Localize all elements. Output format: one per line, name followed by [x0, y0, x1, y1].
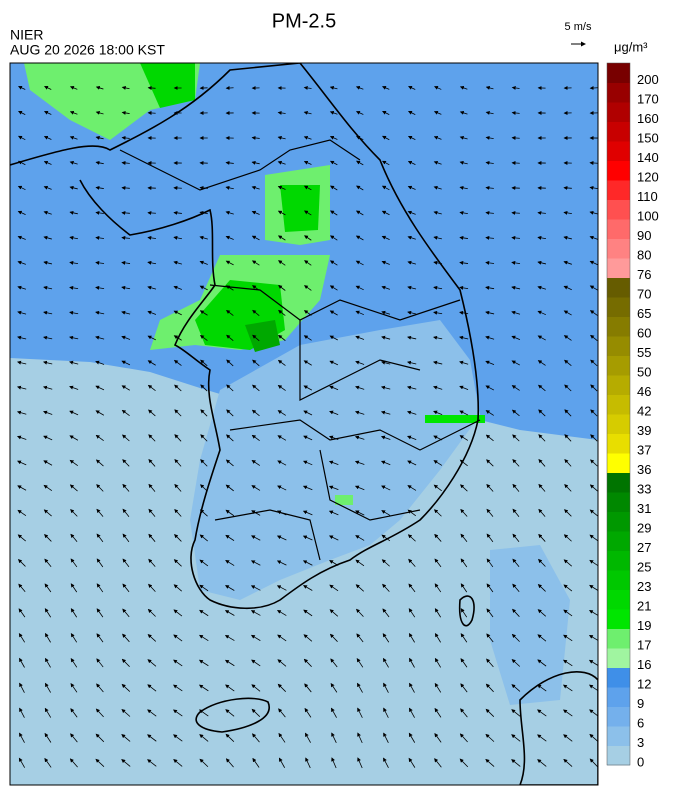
- colorbar-segment: [607, 278, 630, 298]
- colorbar-label: 120: [637, 169, 659, 184]
- colorbar-segment: [607, 434, 630, 454]
- colorbar-segment: [607, 453, 630, 473]
- colorbar-label: 160: [637, 111, 659, 126]
- datetime: AUG 20 2026 18:00 KST: [10, 42, 165, 58]
- colorbar-segment: [607, 746, 630, 766]
- unit: μg/m³: [614, 39, 648, 54]
- agency: NIER: [10, 27, 43, 43]
- colorbar-label: 23: [637, 579, 651, 594]
- colorbar-segment: [607, 687, 630, 707]
- colorbar-label: 37: [637, 442, 651, 457]
- colorbar-label: 42: [637, 403, 651, 418]
- colorbar-segment: [607, 83, 630, 103]
- colorbar-label: 90: [637, 228, 651, 243]
- colorbar-segment: [607, 63, 630, 83]
- colorbar-label: 17: [637, 637, 651, 652]
- colorbar-label: 46: [637, 384, 651, 399]
- colorbar-label: 6: [637, 715, 644, 730]
- colorbar-label: 3: [637, 735, 644, 750]
- colorbar-label: 140: [637, 150, 659, 165]
- colorbar-segment: [607, 161, 630, 181]
- wind-arrow: [512, 138, 519, 139]
- colorbar-label: 200: [637, 72, 659, 87]
- colorbar-segment: [607, 590, 630, 610]
- colorbar-label: 27: [637, 540, 651, 555]
- colorbar-segment: [607, 297, 630, 317]
- colorbar-segment: [607, 609, 630, 629]
- colorbar-label: 12: [637, 676, 651, 691]
- colorbar-label: 80: [637, 247, 651, 262]
- colorbar-label: 9: [637, 696, 644, 711]
- colorbar-label: 170: [637, 91, 659, 106]
- colorbar-label: 110: [637, 189, 658, 204]
- wind-arrow: [512, 213, 520, 214]
- colorbar-segment: [607, 726, 630, 746]
- colorbar-label: 39: [637, 423, 651, 438]
- colorbar-label: 16: [637, 657, 651, 672]
- colorbar-label: 60: [637, 325, 651, 340]
- colorbar-segment: [607, 512, 630, 532]
- colorbar-segment: [607, 492, 630, 512]
- colorbar-segment: [607, 239, 630, 259]
- colorbar-segment: [607, 395, 630, 415]
- map: [10, 63, 598, 785]
- colorbar-segment: [607, 668, 630, 688]
- colorbar-label: 21: [637, 598, 651, 613]
- colorbar-label: 150: [637, 130, 659, 145]
- colorbar-label: 55: [637, 345, 651, 360]
- colorbar-label: 19: [637, 618, 651, 633]
- colorbar-segment: [607, 648, 630, 668]
- colorbar-segment: [607, 102, 630, 122]
- colorbar-label: 36: [637, 462, 651, 477]
- colorbar-segment: [607, 375, 630, 395]
- colorbar-label: 50: [637, 364, 651, 379]
- colorbar-segment: [607, 629, 630, 649]
- title: PM-2.5: [272, 10, 336, 32]
- colorbar-segment: [607, 356, 630, 376]
- colorbar-segment: [607, 551, 630, 571]
- colorbar-segment: [607, 414, 630, 434]
- colorbar-label: 0: [637, 754, 644, 769]
- colorbar-label: 100: [637, 208, 659, 223]
- colorbar-label: 33: [637, 481, 651, 496]
- colorbar-segment: [607, 473, 630, 493]
- colorbar-segment: [607, 180, 630, 200]
- colorbar-label: 31: [637, 501, 651, 516]
- colorbar-label: 29: [637, 520, 651, 535]
- colorbar-segment: [607, 317, 630, 337]
- wind-scale-label: 5 m/s: [565, 21, 592, 33]
- colorbar-segment: [607, 336, 630, 356]
- colorbar-segment: [607, 707, 630, 727]
- colorbar-segment: [607, 141, 630, 161]
- colorbar-segment: [607, 570, 630, 590]
- colorbar: 0369121617192123252729313336373942465055…: [607, 63, 659, 769]
- colorbar-label: 25: [637, 559, 651, 574]
- colorbar-segment: [607, 258, 630, 278]
- colorbar-label: 76: [637, 267, 651, 282]
- colorbar-segment: [607, 219, 630, 239]
- colorbar-segment: [607, 200, 630, 220]
- colorbar-segment: [607, 122, 630, 142]
- colorbar-segment: [607, 531, 630, 551]
- pollution-patch: [280, 185, 320, 232]
- colorbar-label: 70: [637, 286, 651, 301]
- colorbar-label: 65: [637, 306, 651, 321]
